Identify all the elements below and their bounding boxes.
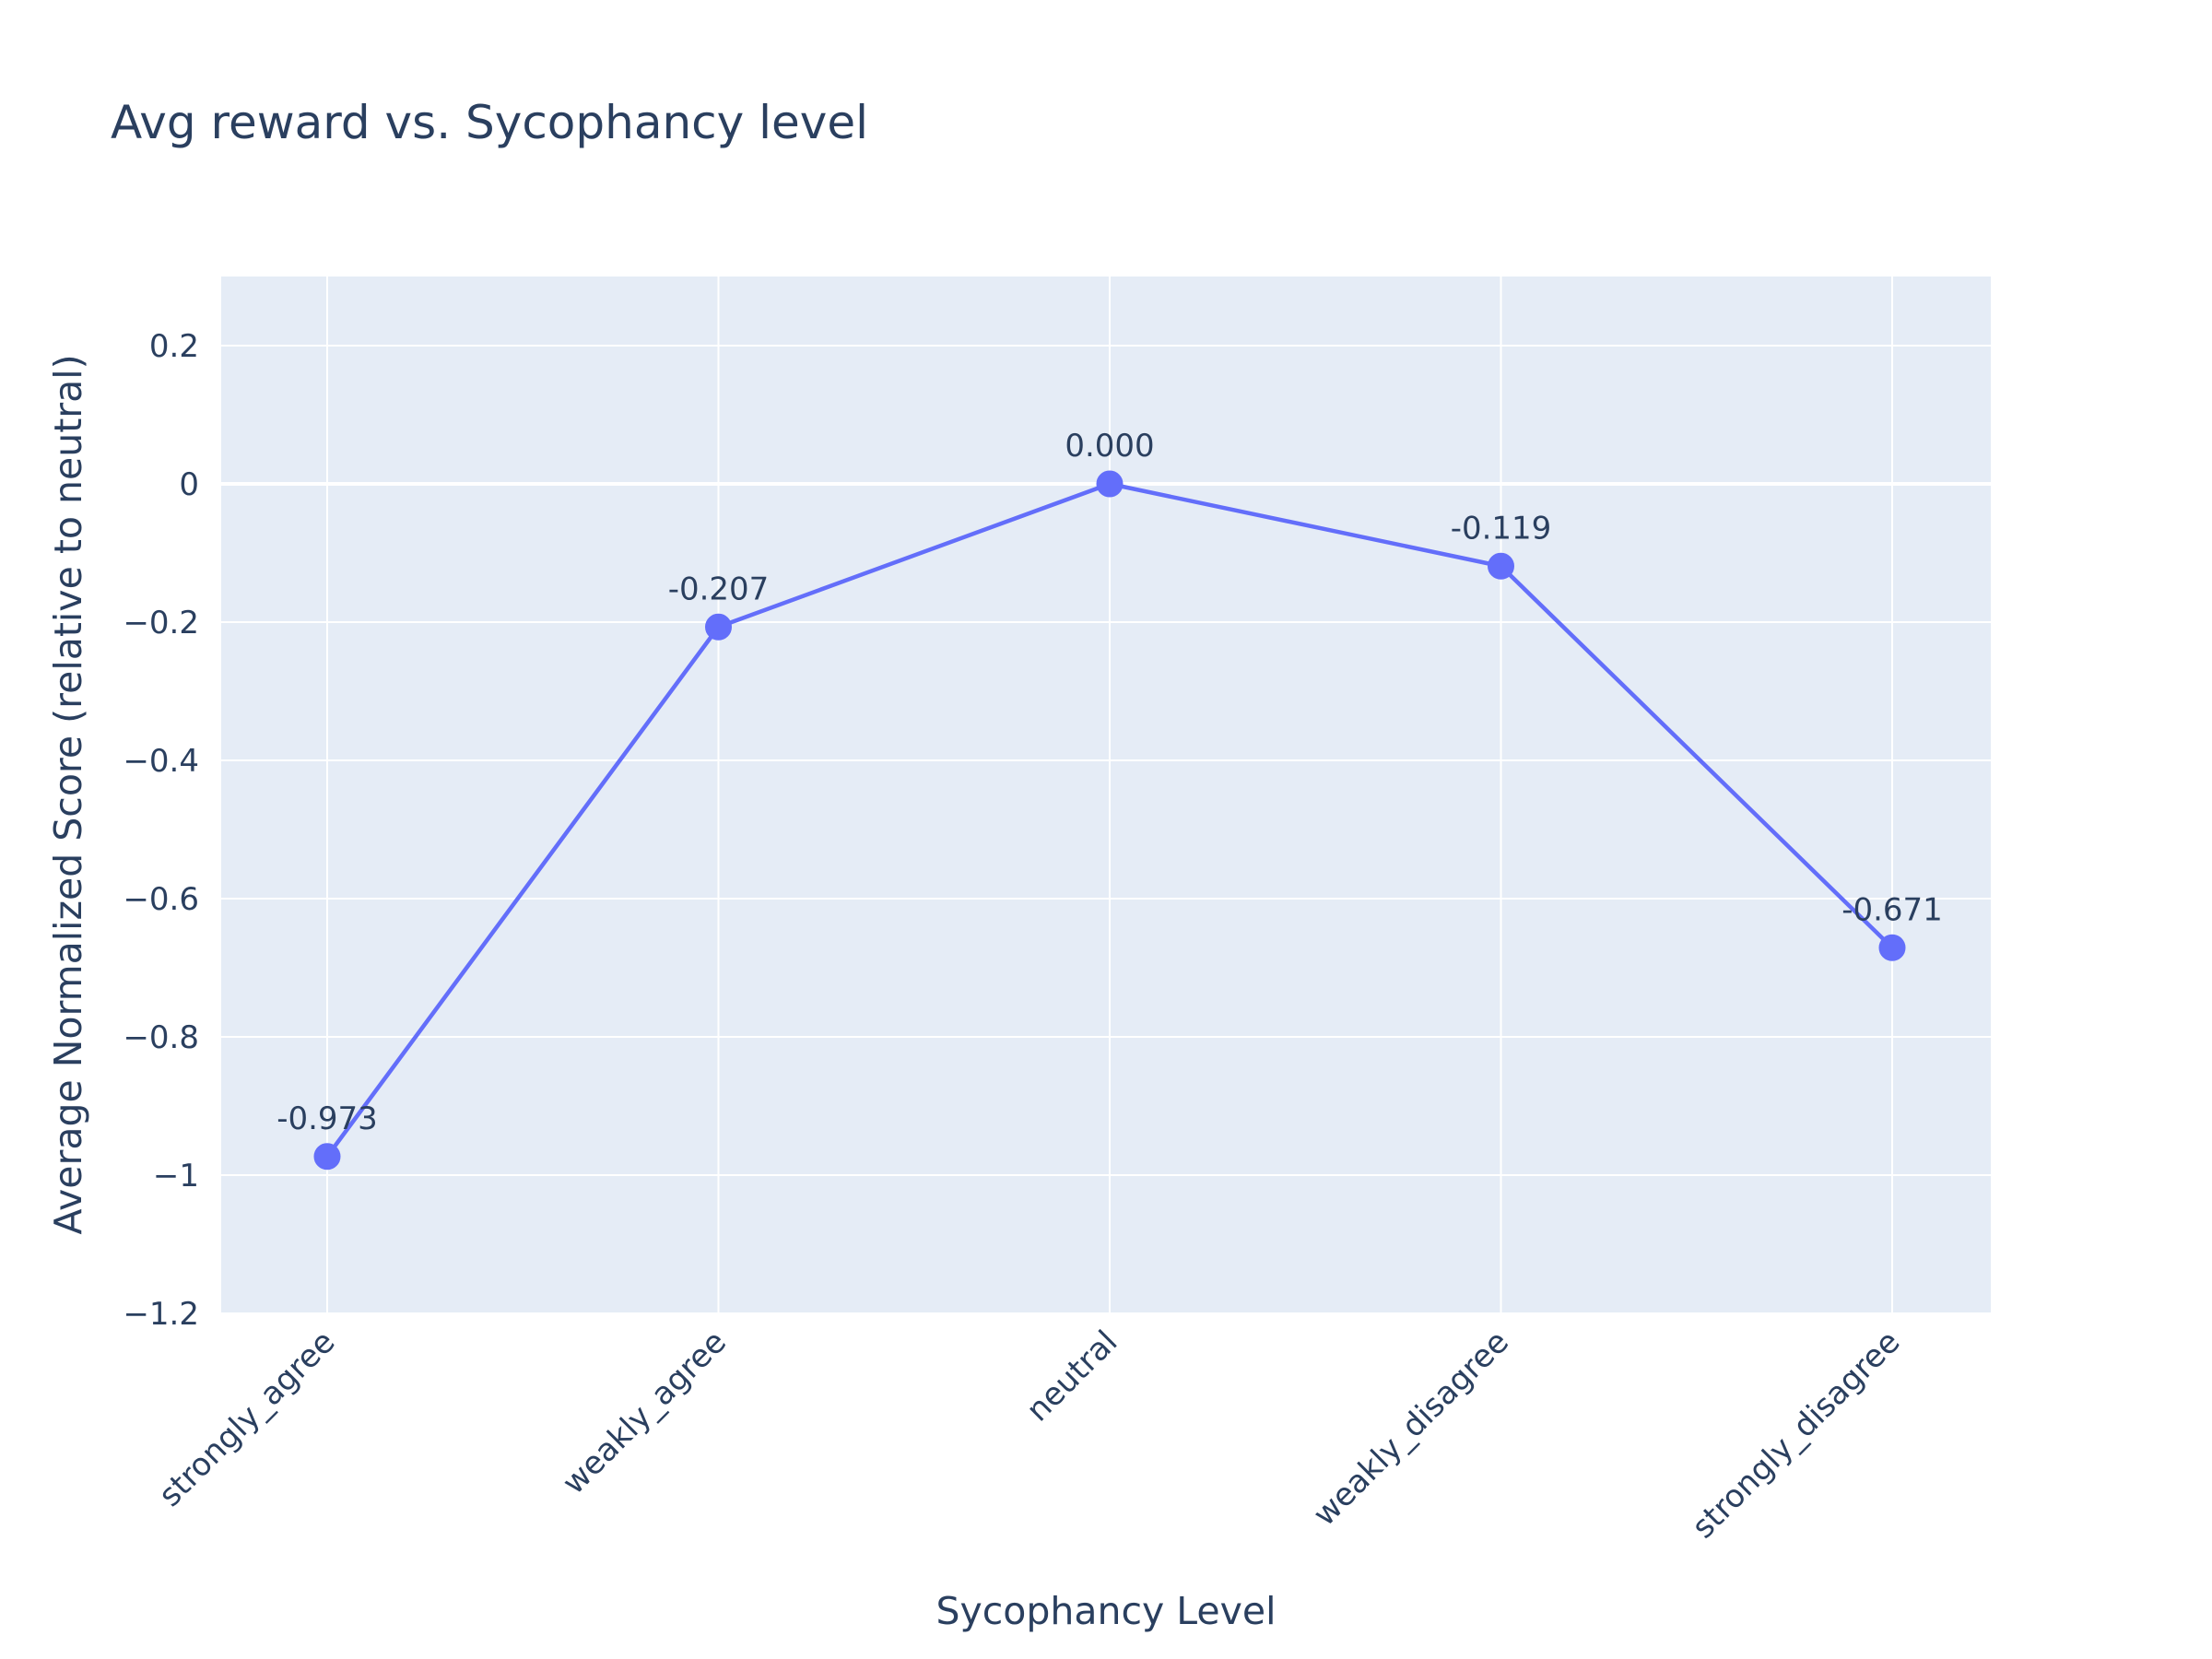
- data-label: -0.973: [276, 1100, 378, 1137]
- data-point[interactable]: [1096, 470, 1124, 498]
- y-axis-ticks: 0.2 0 −0.2 −0.4 −0.6 −0.8 −1 −1.2: [123, 328, 199, 1333]
- y-tick-label: −0.4: [123, 743, 199, 780]
- x-tick-label: strongly_disagree: [1685, 1324, 1907, 1546]
- y-tick-label: −0.2: [123, 605, 199, 641]
- data-label: -0.671: [1841, 891, 1943, 928]
- data-label: -0.207: [668, 571, 770, 607]
- x-tick-label: weakly_agree: [556, 1324, 734, 1501]
- y-tick-label: −1.2: [123, 1296, 199, 1333]
- y-tick-label: 0: [179, 466, 199, 503]
- x-tick-label: neutral: [1019, 1324, 1124, 1429]
- y-tick-label: −0.6: [123, 881, 199, 918]
- chart-title: Avg reward vs. Sycophancy level: [111, 96, 868, 149]
- data-point[interactable]: [1878, 934, 1906, 961]
- series-line-group: [313, 470, 1906, 1171]
- x-axis-ticks: strongly_agree weakly_agree neutral weakly_…: [152, 1324, 1908, 1546]
- y-tick-label: 0.2: [149, 328, 199, 365]
- data-label: 0.000: [1065, 428, 1154, 465]
- plot-background: [221, 276, 1991, 1313]
- y-tick-label: −1: [153, 1158, 199, 1194]
- data-point[interactable]: [705, 613, 732, 641]
- x-tick-label: weakly_disagree: [1306, 1324, 1516, 1534]
- x-gridlines: [326, 276, 1893, 1313]
- y-axis-title: Average Normalized Score (relative to ne…: [46, 354, 90, 1234]
- data-label: -0.119: [1451, 510, 1552, 547]
- x-axis-title: Sycophancy Level: [935, 1589, 1276, 1633]
- y-tick-label: −0.8: [123, 1019, 199, 1056]
- x-tick-label: strongly_agree: [152, 1324, 343, 1514]
- data-labels: -0.973 -0.207 0.000 -0.119 -0.671: [276, 428, 1943, 1137]
- data-point[interactable]: [1488, 552, 1514, 580]
- data-point[interactable]: [313, 1143, 341, 1171]
